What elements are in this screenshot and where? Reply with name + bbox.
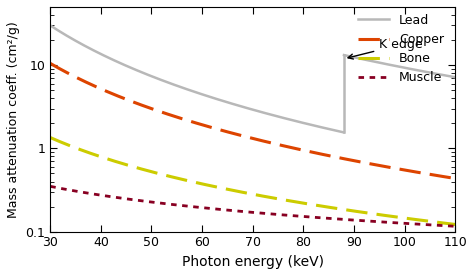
Text: K edge: K edge (348, 38, 423, 59)
Y-axis label: Mass attenuation coeff. (cm²/g): Mass attenuation coeff. (cm²/g) (7, 21, 20, 218)
Legend: Lead, Copper, Bone, Muscle: Lead, Copper, Bone, Muscle (353, 9, 449, 89)
X-axis label: Photon energy (keV): Photon energy (keV) (182, 255, 324, 269)
